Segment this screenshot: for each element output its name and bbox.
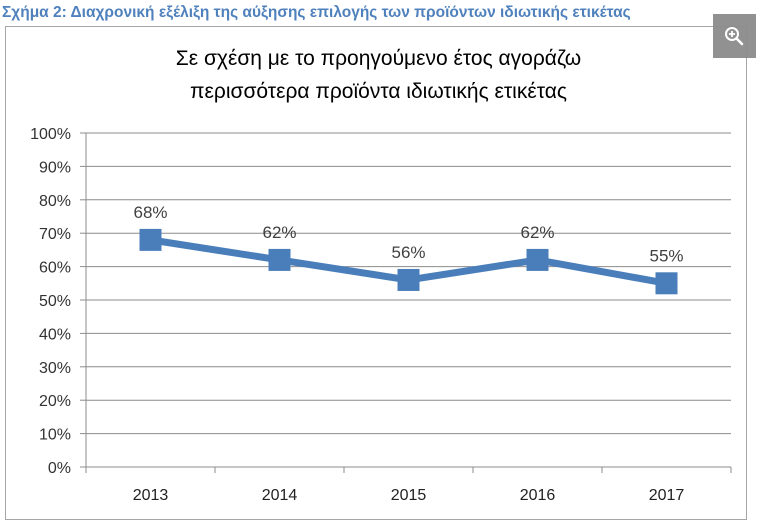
y-tick-label: 0% — [48, 460, 71, 477]
data-label: 62% — [262, 223, 296, 242]
y-tick-label: 70% — [39, 226, 71, 243]
data-point-marker — [268, 248, 291, 271]
y-tick-label: 90% — [39, 159, 71, 176]
data-label: 68% — [133, 203, 167, 222]
data-point-marker — [655, 272, 678, 295]
y-tick-label: 40% — [39, 326, 71, 343]
data-point-marker — [397, 268, 420, 291]
y-tick-label: 80% — [39, 193, 71, 210]
y-tick-label: 60% — [39, 260, 71, 277]
y-tick-label: 20% — [39, 393, 71, 410]
y-tick-label: 50% — [39, 293, 71, 310]
x-tick-label: 2015 — [391, 487, 427, 504]
x-tick-label: 2017 — [649, 487, 685, 504]
data-label: 56% — [391, 243, 425, 262]
x-tick-label: 2014 — [262, 487, 298, 504]
y-tick-label: 10% — [39, 427, 71, 444]
data-point-marker — [526, 248, 549, 271]
chart-title: Σε σχέση με το προηγούμενο έτος αγοράζω … — [0, 42, 757, 108]
chart-title-line-2: περισσότερα προϊόντα ιδιωτικής ετικέτας — [190, 80, 567, 103]
y-tick-label: 30% — [39, 360, 71, 377]
chart-title-line-1: Σε σχέση με το προηγούμενο έτος αγοράζω — [175, 47, 582, 70]
figure-caption: Σχήμα 2: Διαχρονική εξέλιξη της αύξησης … — [2, 4, 631, 21]
data-point-marker — [139, 228, 162, 251]
y-tick-label: 100% — [30, 126, 71, 143]
data-label: 55% — [649, 246, 683, 265]
zoom-button[interactable] — [713, 14, 756, 58]
zoom-in-icon — [725, 27, 744, 46]
x-tick-label: 2013 — [133, 487, 169, 504]
data-label: 62% — [520, 223, 554, 242]
x-tick-label: 2016 — [520, 487, 556, 504]
